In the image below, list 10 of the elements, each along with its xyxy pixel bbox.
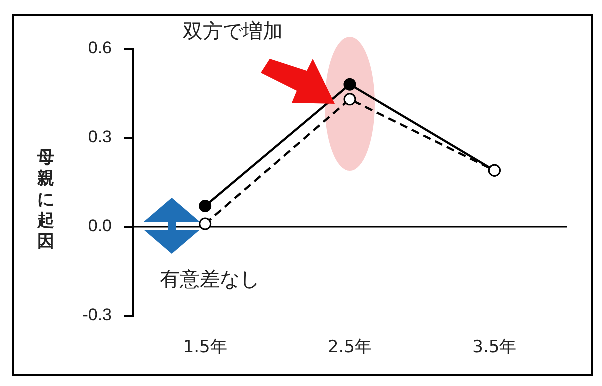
y-tick-label: 0.3 xyxy=(88,128,112,147)
x-tick-label: 2.5年 xyxy=(328,338,372,358)
x-tick-label: 1.5年 xyxy=(183,338,228,358)
annotation: 有意差なし xyxy=(160,266,260,293)
text: 双方で増加 xyxy=(183,18,283,45)
y-tick-label: 0.6 xyxy=(88,38,112,58)
y-tick-label: 0.0 xyxy=(88,216,112,236)
x-tick-label: 3.5年 xyxy=(472,338,517,358)
y-tick-label: -0.3 xyxy=(82,306,112,325)
y-axis-title: 母親に起因 xyxy=(36,148,56,253)
